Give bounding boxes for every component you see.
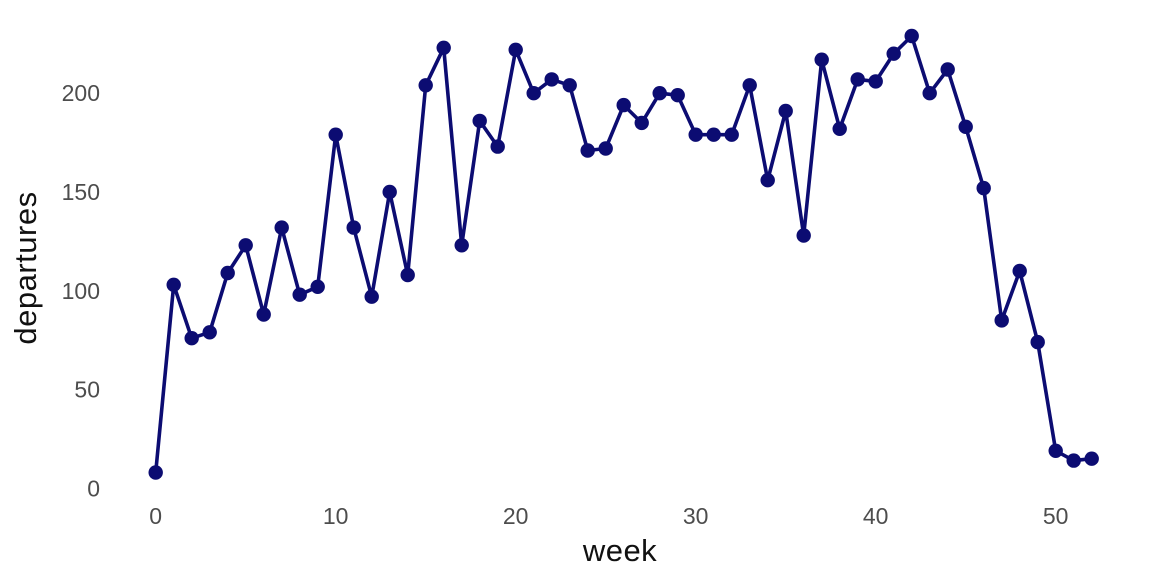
data-point-week-13 <box>382 184 397 200</box>
y-tick-label: 150 <box>62 179 100 205</box>
data-point-week-15 <box>418 78 433 93</box>
data-point-week-4 <box>220 265 235 281</box>
data-point-week-37 <box>814 52 829 67</box>
data-point-week-49 <box>1030 334 1045 350</box>
data-point-week-51 <box>1066 453 1081 468</box>
data-point-week-47 <box>994 313 1009 328</box>
data-point-week-22 <box>544 72 559 87</box>
data-point-week-38 <box>832 121 847 136</box>
data-point-week-18 <box>472 113 487 129</box>
data-point-week-8 <box>292 287 307 302</box>
data-point-week-34 <box>760 173 775 188</box>
data-point-week-35 <box>778 103 793 119</box>
data-point-week-31 <box>706 127 721 142</box>
y-tick-label: 200 <box>62 80 100 106</box>
data-point-week-42 <box>904 28 919 44</box>
data-point-week-1 <box>166 277 181 292</box>
data-point-week-46 <box>976 180 991 196</box>
data-point-week-50 <box>1048 443 1063 458</box>
y-axis-title: departures <box>8 191 43 345</box>
data-point-week-21 <box>526 86 541 101</box>
x-tick-label: 0 <box>149 503 162 529</box>
data-point-week-12 <box>364 289 379 304</box>
y-tick-label: 100 <box>62 278 100 304</box>
data-point-week-17 <box>454 238 469 253</box>
data-point-week-6 <box>256 307 271 322</box>
data-point-week-41 <box>886 46 901 61</box>
y-tick-label: 0 <box>87 475 100 501</box>
x-tick-label: 20 <box>503 503 529 529</box>
data-point-week-48 <box>1012 263 1027 279</box>
data-point-week-20 <box>508 42 523 57</box>
data-point-week-29 <box>670 88 685 103</box>
x-axis-title: week <box>582 533 658 568</box>
data-point-week-45 <box>958 119 973 134</box>
data-point-week-14 <box>400 267 415 283</box>
data-point-week-19 <box>490 139 505 154</box>
data-point-week-33 <box>742 78 757 93</box>
data-point-week-16 <box>436 40 451 55</box>
data-point-week-36 <box>796 228 811 243</box>
data-point-week-11 <box>346 220 361 235</box>
data-point-week-39 <box>850 72 865 87</box>
data-point-week-26 <box>616 97 631 113</box>
data-point-week-27 <box>634 115 649 131</box>
data-point-week-3 <box>202 325 217 340</box>
data-point-week-30 <box>688 127 703 142</box>
data-point-week-25 <box>598 141 613 156</box>
x-tick-label: 40 <box>863 503 889 529</box>
data-point-week-44 <box>940 62 955 77</box>
x-tick-label: 30 <box>683 503 709 529</box>
data-point-week-2 <box>184 331 199 346</box>
x-tick-label: 50 <box>1043 503 1069 529</box>
y-tick-label: 50 <box>74 377 100 403</box>
data-point-week-40 <box>868 74 883 89</box>
data-point-week-52 <box>1084 451 1099 466</box>
data-point-week-43 <box>922 86 937 101</box>
data-point-week-23 <box>562 78 577 93</box>
data-point-week-10 <box>328 127 343 142</box>
data-point-week-7 <box>274 220 289 235</box>
x-tick-label: 10 <box>323 503 349 529</box>
data-point-week-28 <box>652 86 667 101</box>
data-point-week-24 <box>580 143 595 158</box>
data-point-week-0 <box>148 465 163 480</box>
data-point-week-9 <box>310 279 325 294</box>
data-point-week-32 <box>724 127 739 142</box>
data-point-week-5 <box>238 238 253 253</box>
